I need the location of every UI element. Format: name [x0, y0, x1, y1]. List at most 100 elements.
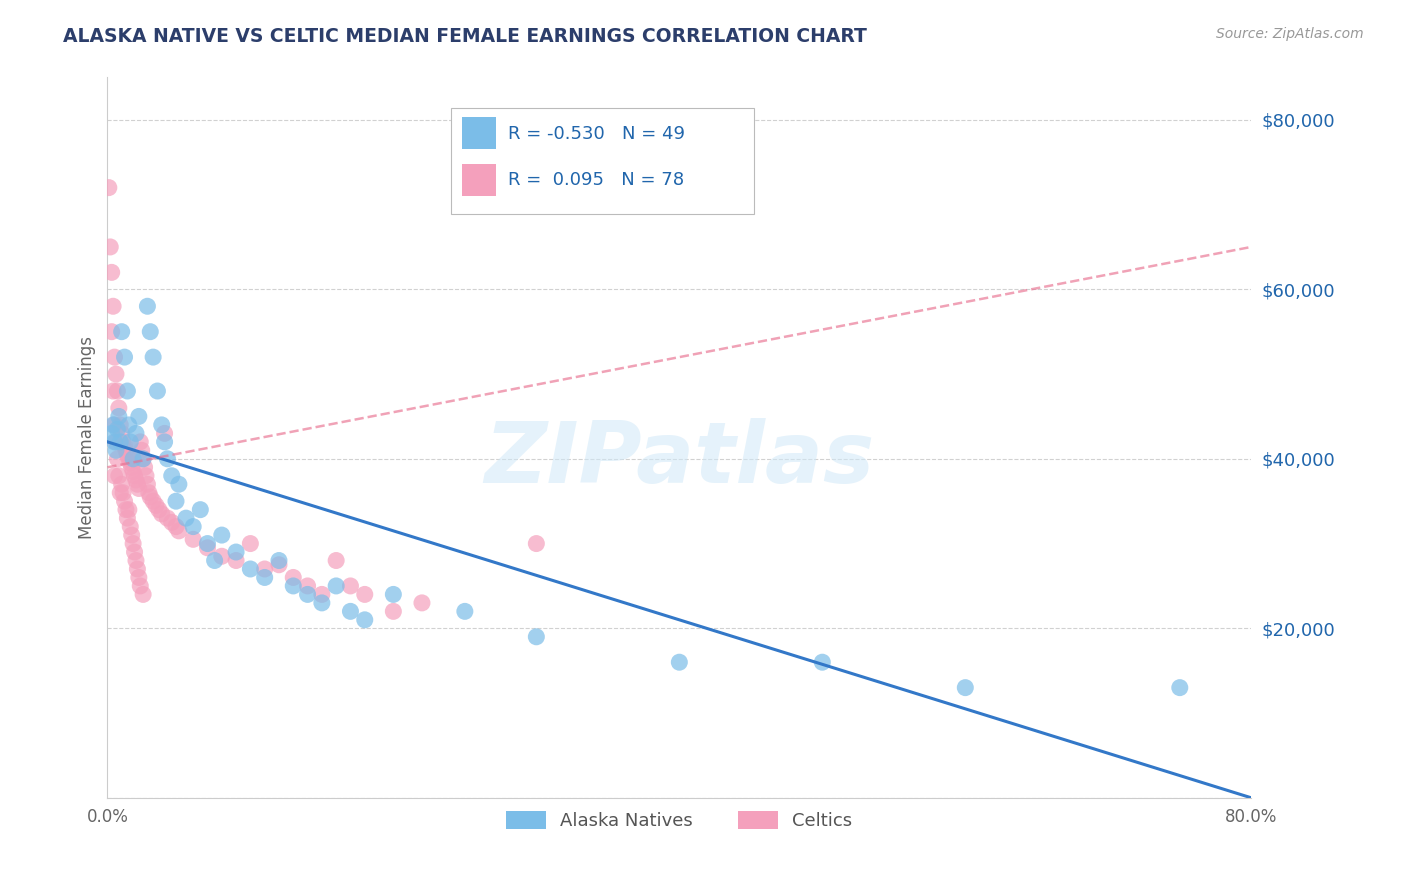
- Point: [253, 570, 276, 584]
- Point: [118, 502, 141, 516]
- Point: [283, 579, 305, 593]
- Point: [132, 587, 155, 601]
- Point: [668, 655, 690, 669]
- Point: [339, 604, 361, 618]
- Point: [103, 468, 125, 483]
- Point: [101, 384, 124, 398]
- Point: [125, 553, 148, 567]
- Point: [120, 519, 142, 533]
- Point: [174, 511, 197, 525]
- Point: [165, 519, 187, 533]
- Point: [167, 524, 190, 538]
- Point: [811, 655, 834, 669]
- Point: [146, 384, 169, 398]
- Point: [135, 468, 157, 483]
- Point: [204, 553, 226, 567]
- Point: [110, 417, 132, 432]
- Point: [112, 485, 135, 500]
- Point: [127, 477, 149, 491]
- Point: [148, 502, 170, 516]
- Point: [129, 579, 152, 593]
- Point: [114, 350, 136, 364]
- Point: [120, 434, 142, 449]
- Point: [325, 553, 347, 567]
- Point: [311, 587, 333, 601]
- Point: [145, 499, 167, 513]
- Point: [311, 596, 333, 610]
- Point: [142, 494, 165, 508]
- Point: [110, 434, 132, 449]
- Point: [108, 468, 131, 483]
- Point: [115, 443, 138, 458]
- Point: [181, 533, 204, 547]
- Point: [101, 299, 124, 313]
- Point: [117, 448, 139, 462]
- Point: [197, 541, 219, 555]
- Point: [114, 494, 136, 508]
- Point: [138, 485, 160, 500]
- Point: [165, 494, 187, 508]
- Point: [353, 587, 375, 601]
- Point: [108, 401, 131, 415]
- Point: [120, 456, 142, 470]
- FancyBboxPatch shape: [450, 108, 754, 214]
- Point: [97, 180, 120, 194]
- Point: [132, 451, 155, 466]
- Point: [121, 528, 143, 542]
- Point: [253, 562, 276, 576]
- Point: [104, 443, 127, 458]
- Point: [111, 325, 134, 339]
- Point: [124, 545, 146, 559]
- Point: [225, 553, 247, 567]
- Point: [211, 528, 233, 542]
- Point: [105, 384, 128, 398]
- Point: [98, 240, 121, 254]
- Point: [111, 426, 134, 441]
- Point: [136, 299, 159, 313]
- Point: [114, 439, 136, 453]
- Point: [105, 451, 128, 466]
- Point: [142, 350, 165, 364]
- Point: [153, 426, 176, 441]
- Point: [139, 325, 162, 339]
- Point: [105, 422, 128, 436]
- Point: [955, 681, 977, 695]
- Point: [122, 536, 145, 550]
- Point: [156, 451, 179, 466]
- Point: [103, 434, 125, 449]
- Text: ALASKA NATIVE VS CELTIC MEDIAN FEMALE EARNINGS CORRELATION CHART: ALASKA NATIVE VS CELTIC MEDIAN FEMALE EA…: [63, 27, 868, 45]
- Point: [131, 443, 153, 458]
- Point: [100, 265, 122, 279]
- Point: [524, 630, 547, 644]
- Point: [339, 579, 361, 593]
- Point: [110, 485, 132, 500]
- Point: [125, 473, 148, 487]
- Point: [112, 434, 135, 449]
- Point: [132, 451, 155, 466]
- Point: [153, 434, 176, 449]
- Point: [267, 553, 290, 567]
- Point: [125, 426, 148, 441]
- Point: [156, 511, 179, 525]
- Point: [136, 477, 159, 491]
- Point: [128, 482, 150, 496]
- Point: [117, 511, 139, 525]
- Point: [100, 325, 122, 339]
- Point: [160, 468, 183, 483]
- Point: [115, 502, 138, 516]
- Point: [160, 516, 183, 530]
- Point: [225, 545, 247, 559]
- Point: [181, 519, 204, 533]
- Point: [104, 367, 127, 381]
- Point: [100, 426, 122, 441]
- Y-axis label: Median Female Earnings: Median Female Earnings: [79, 336, 96, 539]
- Point: [104, 434, 127, 449]
- Point: [127, 562, 149, 576]
- Point: [150, 507, 173, 521]
- Point: [128, 409, 150, 424]
- Point: [297, 579, 319, 593]
- Point: [117, 384, 139, 398]
- Point: [129, 434, 152, 449]
- Text: R =  0.095   N = 78: R = 0.095 N = 78: [508, 171, 683, 189]
- Point: [118, 417, 141, 432]
